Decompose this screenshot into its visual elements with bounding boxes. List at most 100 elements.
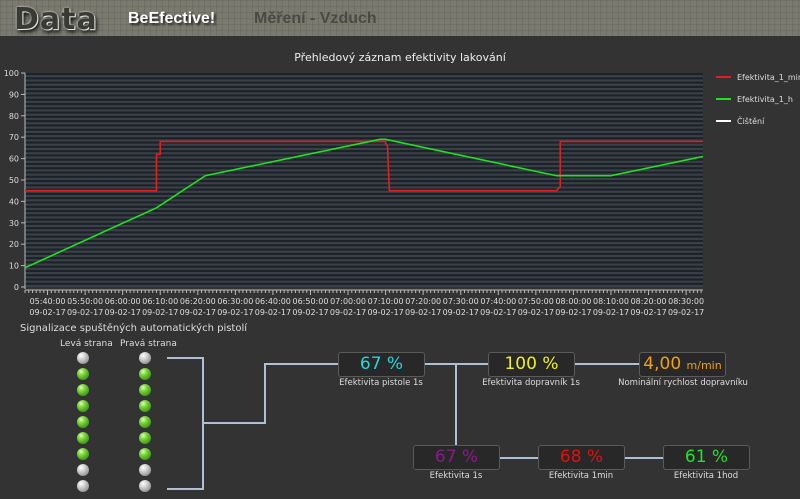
left-gun-indicator-off [77,480,89,492]
section-title: Měření - Vzduch [254,10,377,27]
y-tick-label: 80 [9,112,19,121]
grid-band [25,212,703,215]
grid-band [25,177,703,180]
grid-band [25,224,703,228]
x-tick-label: 08:30:00 [668,297,704,306]
efficiency-1h-value: 61 % [684,447,729,467]
x-tick-label: 07:50:00 [518,297,554,306]
grid-band [25,126,703,129]
grid-band [25,83,703,86]
signal-title: Signalizace spuštěných automatických pis… [20,323,248,334]
series-line-Efektivita_1_min [25,140,703,192]
x-tick-date: 09-02-17 [217,308,253,317]
right-gun-indicator-on [139,400,151,412]
conveyor-speed-value: 4,00 [643,354,682,374]
x-tick-date: 09-02-17 [255,308,291,317]
conveyor-speed-unit: m/min [686,359,722,372]
left-gun-indicator-off [77,352,89,364]
left-gun-indicator-on [77,416,89,428]
grid-band [25,186,703,189]
efficiency-1s-display: 67 % [413,445,500,470]
y-tick-label: 90 [9,90,19,99]
legend-label: Efektivita_1_min [737,73,800,82]
right-gun-indicator-on [139,416,151,428]
grid-band [25,139,703,142]
grid-band [25,109,703,112]
grid-band [25,75,703,78]
y-tick-label: 40 [9,197,19,206]
grid-band [25,169,703,172]
x-tick-label: 08:20:00 [631,297,667,306]
grid-band [25,165,703,168]
left-gun-indicator-off [77,464,89,476]
x-tick-label: 05:50:00 [67,297,103,306]
x-tick-date: 09-02-17 [105,308,141,317]
x-tick-label: 06:00:00 [105,297,141,306]
y-tick-label: 0 [14,283,19,292]
right-gun-indicator-off [139,480,151,492]
grid-band [25,92,703,95]
grid-band [25,203,703,206]
y-tick-label: 60 [9,155,19,164]
header: Data BeEfective! Měření - Vzduch [0,0,800,37]
x-tick-date: 09-02-17 [367,308,403,317]
x-tick-date: 09-02-17 [405,308,441,317]
x-tick-label: 06:30:00 [217,297,253,306]
conveyor-efficiency-label: Efektivita dopravník 1s [482,378,580,388]
x-tick-date: 09-02-17 [67,308,103,317]
x-tick-label: 07:30:00 [443,297,479,306]
grid-band [25,79,703,82]
x-tick-label: 07:00:00 [330,297,366,306]
left-side-label: Levá strana [60,339,113,349]
logo: Data [14,2,98,37]
grid-band [25,122,703,125]
y-tick-label: 30 [9,219,19,228]
grid-band [25,156,703,159]
grid-band [25,135,703,138]
grid-band [25,194,703,198]
left-gun-indicator-on [77,368,89,380]
grid-band [25,117,703,121]
grid-band [25,276,703,279]
grid-band [25,272,703,275]
efficiency-1h-display: 61 % [663,445,750,470]
grid-band [25,237,703,240]
x-tick-date: 09-02-17 [180,308,216,317]
grid-band [25,105,703,108]
grid-band [25,242,703,245]
x-tick-date: 09-02-17 [593,308,629,317]
grid-band [25,267,703,270]
efficiency-1min-display: 68 % [538,445,625,470]
grid-band [25,152,703,155]
x-tick-label: 06:40:00 [255,297,291,306]
x-tick-date: 09-02-17 [142,308,178,317]
grid-band [25,246,703,249]
right-gun-indicator-off [139,464,151,476]
grid-band [25,233,703,236]
grid-band [25,96,703,99]
x-tick-label: 08:10:00 [593,297,629,306]
x-tick-label: 07:10:00 [368,297,404,306]
y-tick-label: 20 [9,240,19,249]
conveyor-speed-display: 4,00 m/min [639,352,726,377]
x-tick-date: 09-02-17 [630,308,666,317]
y-tick-label: 100 [4,69,19,78]
x-tick-label: 06:20:00 [180,297,216,306]
y-tick-label: 70 [9,133,19,142]
grid-band [25,207,703,210]
efficiency-chart: 010203040506070809010005:40:0009-02-1705… [4,69,800,317]
grid-band [25,284,703,287]
x-tick-date: 09-02-17 [555,308,591,317]
efficiency-1h-label: Efektivita 1hod [673,471,739,481]
x-tick-date: 09-02-17 [292,308,328,317]
efficiency-1s-value: 67 % [434,447,479,467]
left-gun-indicator-on [77,384,89,396]
grid-band [25,130,703,133]
y-tick-label: 50 [9,176,19,185]
grid-band [25,113,703,116]
conveyor-speed-label: Nominální rychlost dopravníku [618,378,748,388]
grid-band [25,100,703,103]
right-gun-indicator-on [139,368,151,380]
grid-band [25,254,703,258]
grid-band [25,190,703,193]
